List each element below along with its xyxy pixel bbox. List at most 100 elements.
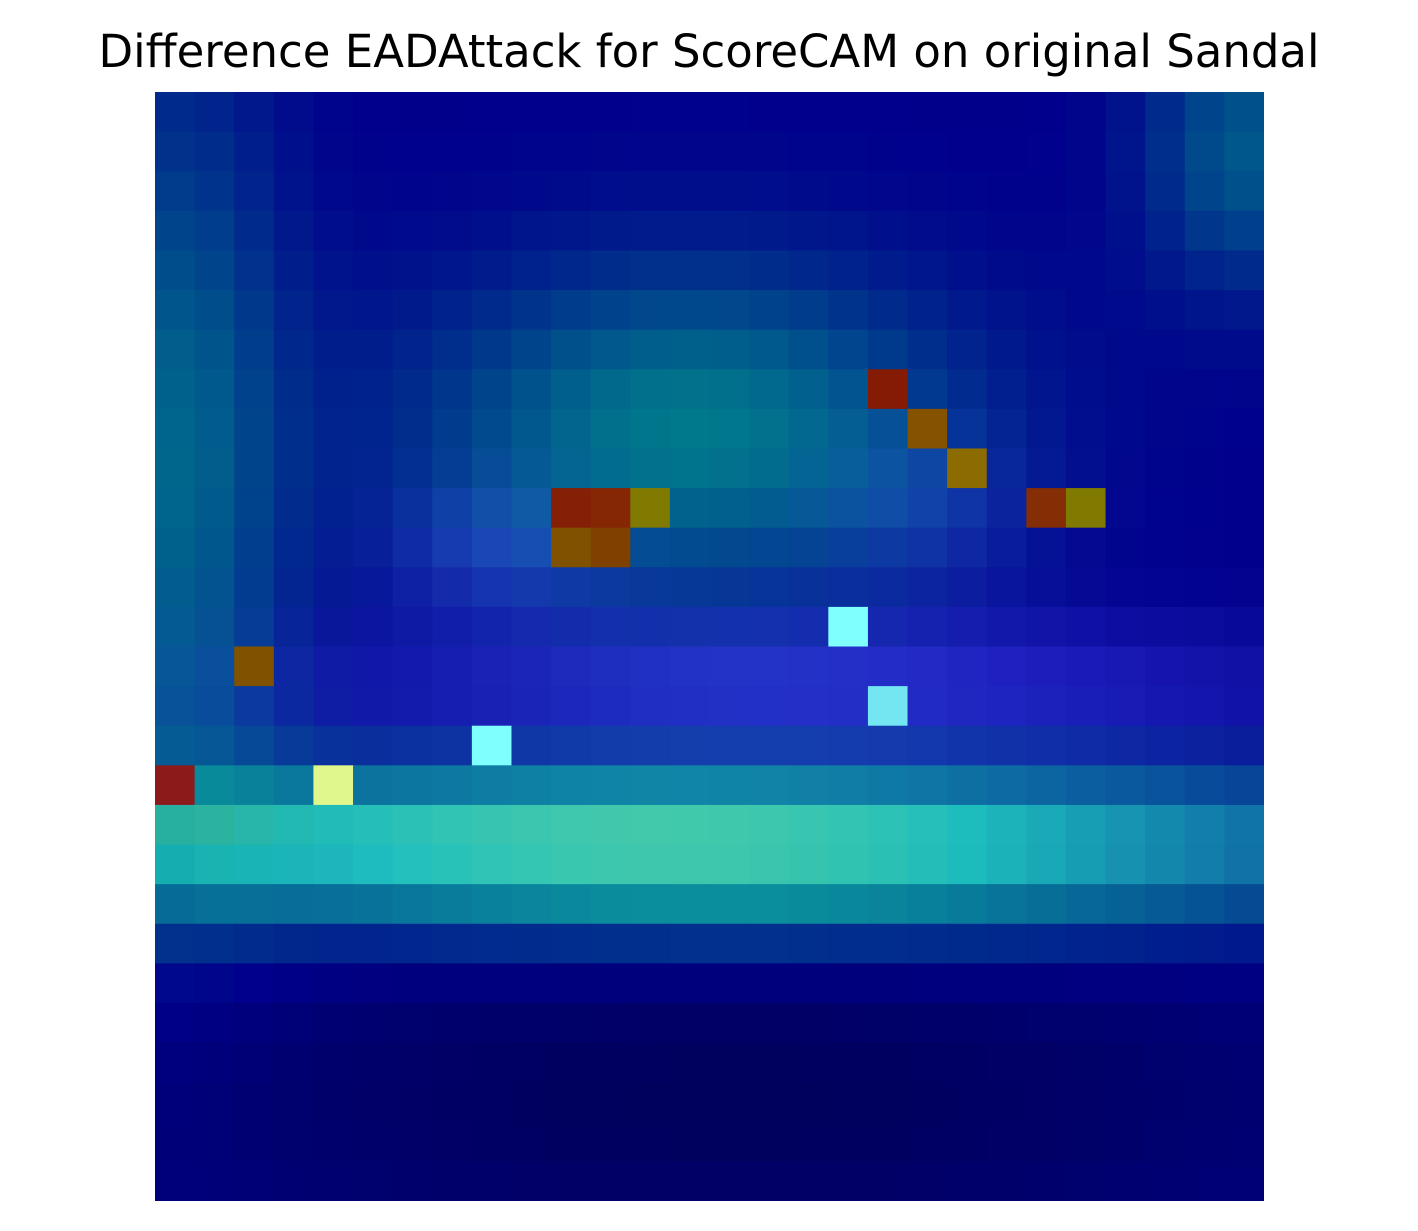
heatmap-cell: [432, 171, 473, 212]
heatmap-cell: [669, 1121, 711, 1162]
heatmap-cell: [432, 527, 473, 568]
heatmap-cell: [194, 92, 235, 133]
heatmap-cell: [590, 369, 631, 410]
heatmap-cell: [353, 765, 394, 806]
heatmap-cell: [1065, 290, 1107, 331]
heatmap-cell: [392, 804, 433, 846]
heatmap-cell: [273, 1002, 315, 1044]
heatmap-cell: [828, 329, 869, 370]
heatmap-cell: [709, 448, 750, 489]
heatmap-cell: [907, 844, 948, 885]
heatmap-cell: [1105, 448, 1146, 489]
heatmap-cell: [511, 923, 552, 964]
heatmap-cell: [432, 1121, 473, 1162]
heatmap-cell: [1145, 1042, 1186, 1083]
heatmap-cell: [273, 567, 315, 608]
heatmap-cell: [551, 567, 592, 608]
heatmap-cell: [432, 963, 473, 1004]
heatmap-cell: [590, 1082, 631, 1123]
heatmap-cell: [471, 1161, 513, 1201]
heatmap-cell: [471, 686, 513, 727]
heatmap-cell: [1026, 250, 1067, 291]
heatmap-cell: [234, 923, 275, 964]
heatmap-cell: [392, 844, 433, 885]
heatmap-cell: [432, 804, 473, 846]
heatmap-cell: [828, 369, 869, 410]
heatmap-cell: [273, 1042, 315, 1083]
heatmap-cell: [313, 250, 354, 291]
heatmap-cell: [947, 290, 988, 331]
heatmap-cell: [1065, 408, 1107, 450]
heatmap-cell: [986, 250, 1027, 291]
heatmap-cell: [986, 131, 1027, 172]
heatmap-cell: [590, 884, 631, 925]
heatmap-cell: [1065, 567, 1107, 608]
heatmap-cell: [313, 606, 354, 648]
heatmap-cell: [947, 527, 988, 568]
heatmap-cell: [1145, 1002, 1186, 1044]
heatmap-cell: [1065, 1161, 1107, 1201]
heatmap-cell: [788, 408, 829, 450]
heatmap-cell: [551, 92, 592, 133]
heatmap-cell: [353, 1121, 394, 1162]
heatmap-cell: [194, 884, 235, 925]
heatmap-cell: [867, 1002, 909, 1044]
heatmap-cell: [1184, 1161, 1225, 1201]
heatmap-image: [155, 92, 1264, 1201]
heatmap-cell: [1224, 567, 1264, 608]
heatmap-cell: [1105, 606, 1146, 648]
heatmap-cell: [590, 725, 631, 766]
heatmap-cell: [630, 1161, 671, 1201]
heatmap-cell: [630, 963, 671, 1004]
heatmap-cell: [828, 725, 869, 766]
heatmap-cell: [1105, 567, 1146, 608]
heatmap-cell: [1065, 448, 1107, 489]
heatmap-cell: [590, 250, 631, 291]
heatmap-cell: [1105, 1002, 1146, 1044]
heatmap-cell: [551, 488, 592, 529]
heatmap-cell: [511, 92, 552, 133]
heatmap-cell: [947, 884, 988, 925]
heatmap-cell: [511, 210, 552, 252]
heatmap-cell: [1145, 765, 1186, 806]
heatmap-cell: [234, 92, 275, 133]
heatmap-cell: [947, 329, 988, 370]
heatmap-cell: [828, 923, 869, 964]
heatmap-cell: [471, 567, 513, 608]
heatmap-cell: [630, 408, 671, 450]
heatmap-cell: [947, 210, 988, 252]
heatmap-cell: [155, 448, 196, 489]
heatmap-cell: [392, 527, 433, 568]
heatmap-cell: [1184, 131, 1225, 172]
heatmap-cell: [907, 1042, 948, 1083]
heatmap-cell: [273, 686, 315, 727]
heatmap-cell: [986, 1161, 1027, 1201]
heatmap-cell: [1145, 1121, 1186, 1162]
heatmap-cell: [1184, 1082, 1225, 1123]
heatmap-cell: [234, 1042, 275, 1083]
heatmap-cell: [630, 1121, 671, 1162]
heatmap-cell: [669, 488, 711, 529]
heatmap-cell: [392, 210, 433, 252]
heatmap-cell: [1026, 646, 1067, 687]
heatmap-cell: [1065, 765, 1107, 806]
heatmap-cell: [234, 646, 275, 687]
heatmap-cell: [313, 329, 354, 370]
heatmap-cell: [353, 725, 394, 766]
heatmap-cell: [907, 686, 948, 727]
heatmap-cell: [709, 92, 750, 133]
heatmap-cell: [1184, 408, 1225, 450]
heatmap-cell: [432, 448, 473, 489]
heatmap-cell: [194, 1121, 235, 1162]
heatmap-cell: [313, 884, 354, 925]
heatmap-cell: [867, 884, 909, 925]
heatmap-cell: [828, 1121, 869, 1162]
heatmap-cell: [155, 646, 196, 687]
heatmap-cell: [749, 606, 790, 648]
heatmap-cell: [1224, 844, 1264, 885]
heatmap-cell: [511, 686, 552, 727]
heatmap-cell: [867, 527, 909, 568]
heatmap-cell: [471, 606, 513, 648]
heatmap-cell: [155, 884, 196, 925]
heatmap-cell: [630, 646, 671, 687]
